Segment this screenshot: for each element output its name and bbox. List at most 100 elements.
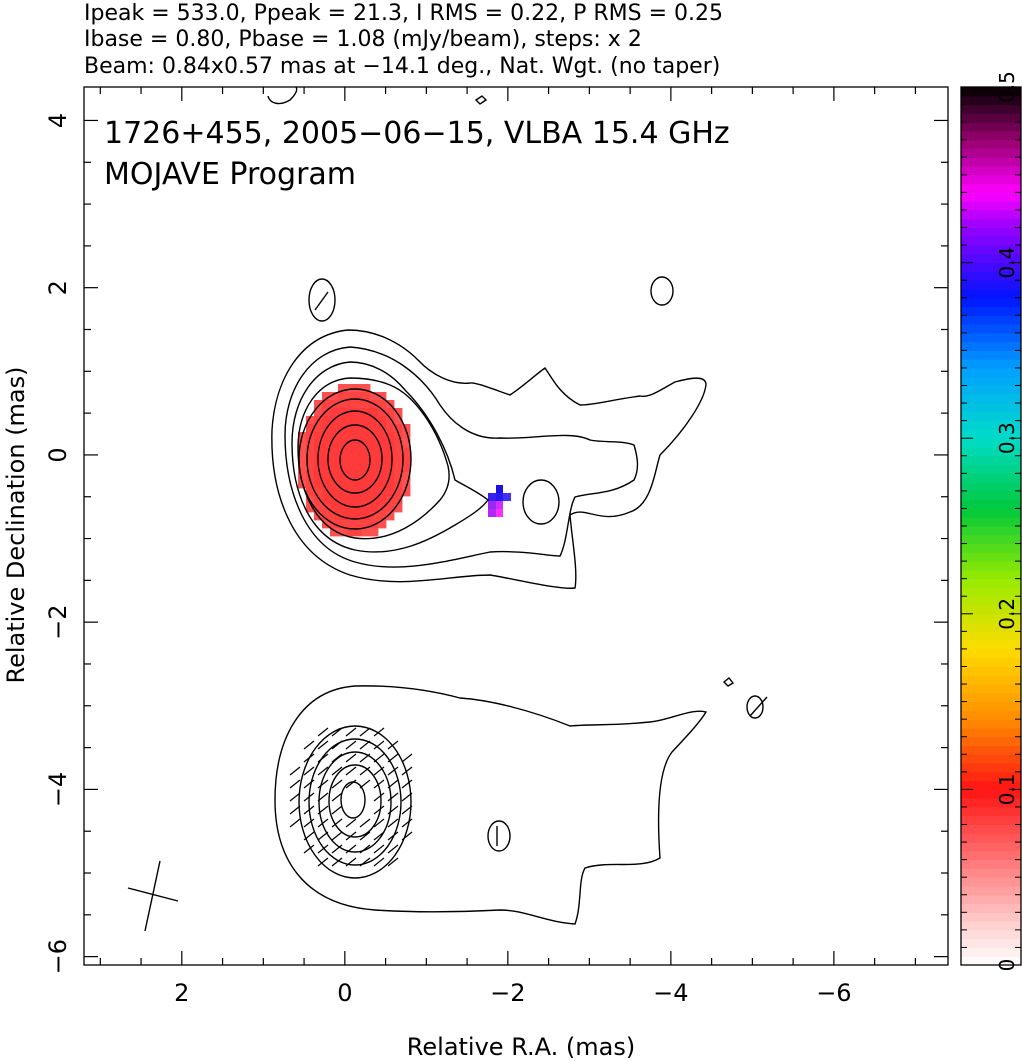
polarization-pixel xyxy=(402,456,411,465)
knot-pixel-center xyxy=(496,493,503,501)
evpa-stick xyxy=(373,818,385,828)
colorbar-segment xyxy=(961,666,1021,676)
polarization-pixel xyxy=(370,464,379,473)
contour-level-6 xyxy=(306,398,404,520)
colorbar-segment xyxy=(961,885,1021,896)
colorbar-segment xyxy=(961,411,1021,422)
evpa-stick xyxy=(401,753,413,763)
polarization-pixel xyxy=(338,528,347,537)
polarization-pixel xyxy=(354,448,363,457)
lower-contour-2 xyxy=(308,738,402,866)
polarization-pixel xyxy=(370,472,379,481)
lower-contour-small-1 xyxy=(746,695,764,719)
colorbar-segment xyxy=(961,798,1021,808)
evpa-stick xyxy=(289,779,301,789)
evpa-stick xyxy=(345,753,357,763)
polarization-pixel xyxy=(306,440,315,449)
polarization-pixel xyxy=(314,400,323,409)
evpa-stick xyxy=(359,779,371,789)
lower-contour-small-1-tick xyxy=(749,696,768,717)
contour-top-edge-small xyxy=(474,95,488,105)
colorbar-segment xyxy=(961,499,1021,509)
polarization-pixel xyxy=(402,448,411,457)
lower-contour-island xyxy=(487,820,511,852)
polarization-pixel xyxy=(362,416,371,425)
polarization-pixel xyxy=(322,496,331,505)
header-line-3: Beam: 0.84x0.57 mas at −14.1 deg., Nat. … xyxy=(84,54,720,79)
colorbar-segment xyxy=(961,605,1021,615)
polarization-pixel xyxy=(314,504,323,513)
plot-area xyxy=(83,86,949,966)
polarization-pixel xyxy=(338,408,347,417)
polarization-pixel xyxy=(394,440,403,449)
polarization-pixel xyxy=(338,496,347,505)
polarization-pixel xyxy=(354,408,363,417)
colorbar-segment xyxy=(961,859,1021,869)
polarization-pixel xyxy=(370,448,379,457)
plot-frame xyxy=(83,86,949,966)
knot-pixel-lower-center xyxy=(496,501,503,509)
polarization-pixel xyxy=(298,456,307,465)
polarization-pixel xyxy=(306,424,315,433)
evpa-stick xyxy=(373,831,385,841)
polarization-pixel xyxy=(346,456,355,465)
evpa-stick xyxy=(387,740,399,750)
evpa-stick xyxy=(331,831,343,841)
colorbar-segment xyxy=(961,367,1021,378)
polarization-pixel xyxy=(322,432,331,441)
colorbar-segment xyxy=(961,526,1021,536)
polarization-pixel xyxy=(386,480,395,489)
colorbar-segment xyxy=(961,201,1021,211)
polarization-pixel xyxy=(354,400,363,409)
colorbar-segment xyxy=(961,517,1021,527)
colorbar-segment xyxy=(961,324,1021,334)
evpa-stick xyxy=(317,831,329,841)
colorbar-segment xyxy=(961,403,1021,413)
polarization-pixel xyxy=(330,456,339,465)
polarization-pixel xyxy=(362,400,371,409)
colorbar-segment xyxy=(961,218,1021,228)
polarization-pixel xyxy=(394,504,403,513)
polarization-pixel xyxy=(394,472,403,481)
evpa-stick xyxy=(317,792,329,802)
contour-level-9 xyxy=(339,439,371,481)
polarization-pixel xyxy=(378,496,387,505)
evpa-stick xyxy=(317,779,329,789)
polarization-pixel xyxy=(394,408,403,417)
polarization-pixel xyxy=(330,416,339,425)
polarization-pixel xyxy=(362,528,371,537)
polarization-pixel xyxy=(322,504,331,513)
polarization-pixel xyxy=(338,416,347,425)
colorbar-segment xyxy=(961,455,1021,466)
polarization-pixel xyxy=(354,384,363,393)
lower-contour-small-2 xyxy=(722,677,735,687)
colorbar-segment xyxy=(961,245,1021,255)
polarization-pixel xyxy=(306,456,315,465)
polarization-pixel xyxy=(338,512,347,521)
polarization-pixel xyxy=(338,488,347,497)
evpa-stick xyxy=(303,831,315,841)
colorbar-segment xyxy=(961,956,1021,966)
colorbar-frame xyxy=(960,86,1022,966)
colorbar-segment xyxy=(961,921,1021,931)
polarization-pixel xyxy=(298,448,307,457)
colorbar-segment xyxy=(961,297,1021,307)
evpa-stick xyxy=(289,818,301,828)
colorbar-segment xyxy=(961,727,1021,738)
polarization-pixel xyxy=(306,448,315,457)
polarization-pixel xyxy=(338,440,347,449)
polarization-pixel xyxy=(314,424,323,433)
polarization-pixel xyxy=(394,456,403,465)
polarization-pixel xyxy=(378,416,387,425)
polarization-pixel xyxy=(330,472,339,481)
polarization-pixel xyxy=(338,480,347,489)
polarization-pixel xyxy=(402,488,411,497)
lower-contour-outer xyxy=(274,685,708,925)
evpa-stick xyxy=(373,805,385,815)
colorbar-segment xyxy=(961,719,1021,729)
colorbar-segment xyxy=(961,701,1021,711)
polarization-pixel xyxy=(346,432,355,441)
polarization-pixel xyxy=(306,472,315,481)
colorbar-segment xyxy=(961,236,1021,246)
colorbar-segment xyxy=(961,157,1021,167)
